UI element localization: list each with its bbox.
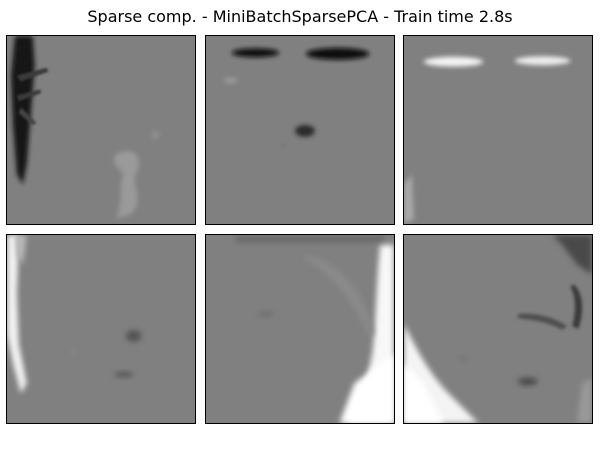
component-image-3	[403, 35, 593, 225]
component-image-6	[403, 234, 593, 424]
component-6-graphic	[404, 235, 592, 423]
component-image-1	[6, 35, 196, 225]
component-1-graphic	[7, 36, 195, 224]
component-5-graphic	[206, 235, 394, 423]
component-3-graphic	[404, 36, 592, 224]
component-image-5	[205, 234, 395, 424]
component-image-2	[205, 35, 395, 225]
component-image-4	[6, 234, 196, 424]
figure-title: Sparse comp. - MiniBatchSparsePCA - Trai…	[87, 7, 513, 26]
component-4-graphic	[7, 235, 195, 423]
component-2-graphic	[206, 36, 394, 224]
